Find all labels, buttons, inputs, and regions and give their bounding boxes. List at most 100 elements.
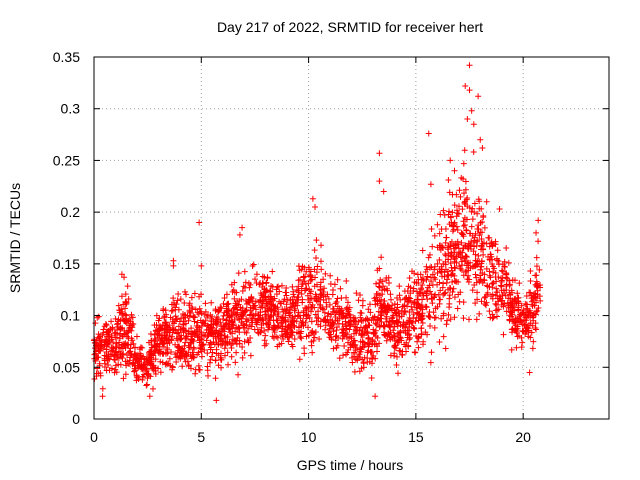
data-point [324, 291, 331, 298]
data-point [402, 308, 409, 315]
data-point [258, 316, 265, 323]
data-point [518, 334, 525, 341]
data-point [509, 277, 516, 284]
data-point [423, 276, 430, 283]
data-point [315, 298, 322, 305]
data-point [114, 351, 121, 358]
data-point [503, 281, 510, 288]
data-point [479, 240, 486, 247]
data-point [241, 349, 248, 356]
data-point [463, 268, 470, 275]
data-point [484, 283, 491, 290]
data-point [378, 311, 385, 318]
data-point [173, 335, 180, 342]
data-point [425, 312, 432, 319]
data-point [306, 299, 313, 306]
data-point [239, 320, 246, 327]
data-point [480, 246, 487, 253]
data-point [218, 305, 225, 312]
data-point [159, 350, 166, 357]
data-point [310, 330, 317, 337]
data-point [286, 312, 293, 319]
data-point [472, 271, 479, 278]
data-point [393, 353, 400, 360]
data-point [400, 319, 407, 326]
data-point [308, 276, 315, 283]
data-point [407, 290, 414, 297]
data-point [409, 319, 416, 326]
data-point [471, 237, 478, 244]
data-point [426, 309, 433, 316]
data-point [199, 333, 206, 340]
data-point [373, 280, 380, 287]
data-point [409, 306, 416, 313]
data-point [140, 353, 147, 360]
data-point [441, 211, 448, 218]
data-point [317, 323, 324, 330]
data-point [442, 261, 449, 268]
data-point [301, 345, 308, 352]
data-point [436, 256, 443, 263]
data-point [117, 317, 124, 324]
data-point [466, 87, 473, 94]
data-point [417, 291, 424, 298]
data-point [228, 353, 235, 360]
data-point [385, 321, 392, 328]
data-point [92, 320, 99, 327]
data-points [91, 62, 544, 404]
data-point [157, 369, 164, 376]
data-point [519, 327, 526, 334]
data-point [473, 279, 480, 286]
data-point [472, 251, 479, 258]
data-point [117, 325, 124, 332]
data-point [334, 317, 341, 324]
data-point [422, 269, 429, 276]
data-point [98, 338, 105, 345]
data-point [489, 242, 496, 249]
data-point [494, 289, 501, 296]
data-point [445, 286, 452, 293]
data-point [242, 279, 249, 286]
data-point [148, 348, 155, 355]
data-point [178, 332, 185, 339]
data-point [450, 254, 457, 261]
data-point [228, 281, 235, 288]
data-point [405, 317, 412, 324]
data-point [427, 359, 434, 366]
data-point [474, 296, 481, 303]
data-point [125, 341, 132, 348]
data-point [431, 324, 438, 331]
data-point [185, 317, 192, 324]
data-point [328, 311, 335, 318]
data-point [429, 300, 436, 307]
data-point [131, 344, 138, 351]
data-point [381, 322, 388, 329]
data-point [228, 344, 235, 351]
data-point [293, 286, 300, 293]
data-point [224, 334, 231, 341]
data-point [418, 302, 425, 309]
data-point [198, 353, 205, 360]
data-point [265, 326, 272, 333]
data-point [463, 227, 470, 234]
data-point [169, 364, 176, 371]
data-point [498, 277, 505, 284]
data-point [512, 322, 519, 329]
data-point [109, 344, 116, 351]
data-point [423, 292, 430, 299]
data-point [415, 302, 422, 309]
data-point [236, 231, 243, 238]
data-point [296, 276, 303, 283]
data-point [265, 312, 272, 319]
data-point [415, 280, 422, 287]
data-point [232, 359, 239, 366]
data-point [426, 264, 433, 271]
data-point [448, 272, 455, 279]
data-point [174, 329, 181, 336]
data-point [434, 269, 441, 276]
data-point [396, 292, 403, 299]
data-point [528, 301, 535, 308]
data-point [473, 274, 480, 281]
data-point [196, 339, 203, 346]
data-point [396, 283, 403, 290]
